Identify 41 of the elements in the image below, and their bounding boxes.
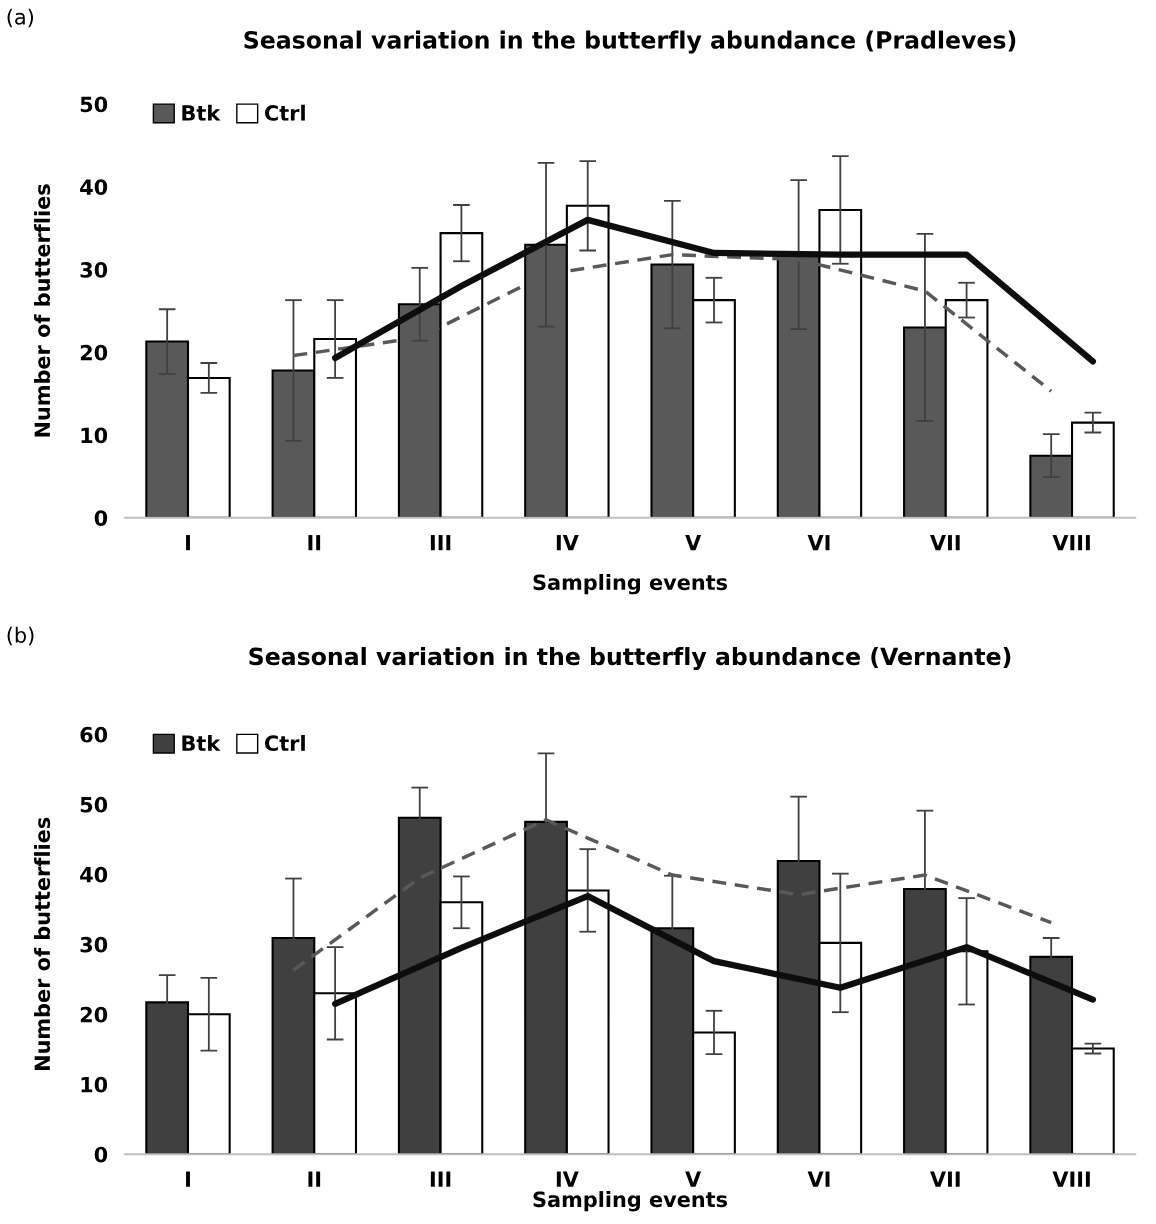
legend-label: Ctrl <box>264 104 305 121</box>
y-tick-label: 50 <box>80 96 108 113</box>
chart-title: Seasonal variation in the butterfly abundance (Pradleves) <box>244 30 1016 54</box>
y-tick-label: 50 <box>80 796 108 813</box>
y-axis-title: Number of butterflies <box>34 184 51 437</box>
x-tick-label: IV <box>556 535 579 551</box>
x-tick-label: V <box>685 1171 702 1187</box>
text: (b) <box>7 626 34 646</box>
legend-label: Btk <box>182 734 221 751</box>
x-tick-label: I <box>186 535 190 551</box>
y-tick-label: 10 <box>81 427 108 444</box>
x-tick-label: VIII <box>1052 535 1090 551</box>
y-tick-label: 10 <box>81 1076 108 1093</box>
x-tick-label: VII <box>930 535 960 551</box>
x-tick-label: VII <box>930 1171 960 1187</box>
x-tick-label: IV <box>556 1171 579 1187</box>
legend-label: Btk <box>182 104 221 121</box>
x-tick-label: III <box>430 1171 451 1187</box>
x-tick-label: VI <box>807 1171 830 1187</box>
x-tick-label: V <box>685 535 702 551</box>
y-tick-label: 60 <box>80 726 108 743</box>
y-tick-label: 0 <box>94 1146 108 1163</box>
chart-title: Seasonal variation in the butterfly abundance (Vernante) <box>249 647 1011 671</box>
x-tick-label: VIII <box>1052 1171 1090 1187</box>
y-tick-label: 30 <box>80 936 108 953</box>
y-tick-label: 20 <box>80 1006 108 1023</box>
x-tick-label: II <box>308 535 321 551</box>
y-tick-label: 40 <box>80 179 108 195</box>
y-tick-label: 0 <box>94 510 108 526</box>
x-tick-label: VI <box>807 535 830 551</box>
y-tick-label: 40 <box>80 866 108 883</box>
y-tick-label: 20 <box>80 344 108 361</box>
text: (a) <box>7 8 34 28</box>
x-tick-label: I <box>186 1171 190 1187</box>
y-axis-title: Number of butterflies <box>34 817 51 1070</box>
y-tick-label: 30 <box>80 261 108 278</box>
x-axis-title: Sampling events <box>533 1191 728 1212</box>
x-axis-title: Sampling events <box>533 574 728 595</box>
x-tick-label: II <box>308 1171 321 1187</box>
legend-label: Ctrl <box>264 734 305 752</box>
x-tick-label: III <box>430 535 451 551</box>
